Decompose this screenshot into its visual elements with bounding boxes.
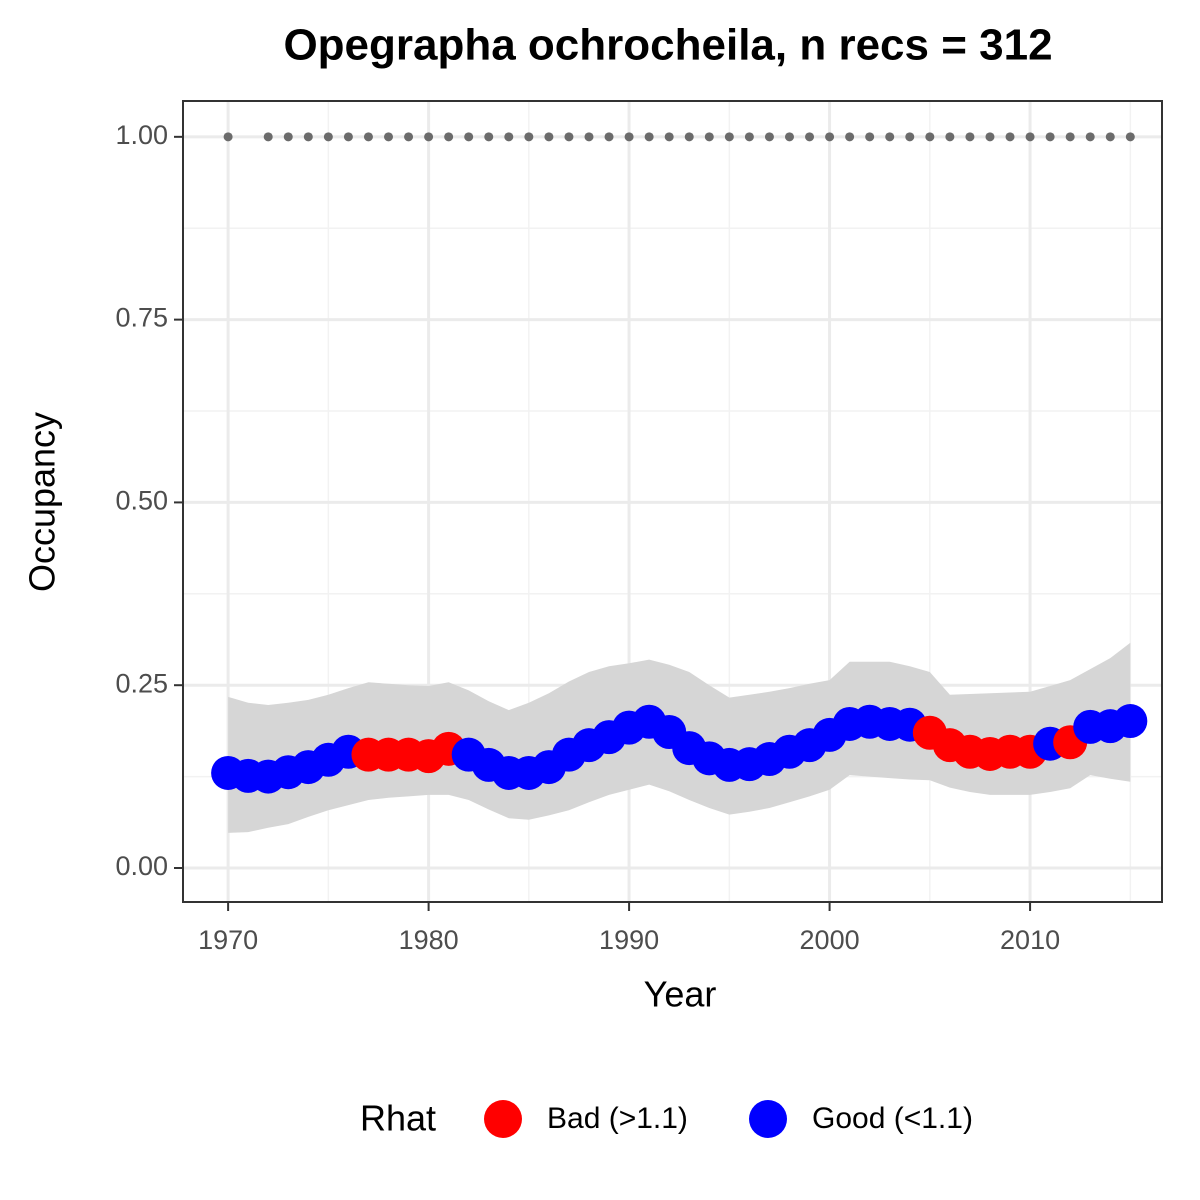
reference-point xyxy=(1065,132,1075,142)
reference-point xyxy=(484,132,494,142)
reference-point xyxy=(724,132,734,142)
reference-point xyxy=(825,132,835,142)
y-tick-label: 0.75 xyxy=(115,303,168,333)
x-axis-title: Year xyxy=(644,974,717,1015)
reference-point xyxy=(564,132,574,142)
reference-point xyxy=(1105,132,1115,142)
y-tick-label: 0.00 xyxy=(115,851,168,881)
legend-label: Good (<1.1) xyxy=(812,1102,973,1135)
reference-point xyxy=(464,132,474,142)
reference-point xyxy=(404,132,414,142)
reference-point xyxy=(985,132,995,142)
reference-point xyxy=(323,132,333,142)
reference-point xyxy=(504,132,514,142)
reference-point xyxy=(704,132,714,142)
reference-point xyxy=(263,132,273,142)
y-tick-label: 0.50 xyxy=(115,486,168,516)
x-tick-label: 2010 xyxy=(1000,925,1060,955)
reference-point xyxy=(965,132,975,142)
reference-point xyxy=(624,132,634,142)
reference-point xyxy=(1125,132,1135,142)
reference-point xyxy=(604,132,614,142)
y-axis-title: Occupancy xyxy=(22,412,63,592)
reference-point xyxy=(584,132,594,142)
reference-point xyxy=(363,132,373,142)
reference-point xyxy=(223,132,233,142)
legend-swatch xyxy=(749,1100,787,1138)
reference-point xyxy=(905,132,915,142)
reference-point xyxy=(805,132,815,142)
reference-point xyxy=(303,132,313,142)
reference-point xyxy=(865,132,875,142)
reference-point xyxy=(684,132,694,142)
reference-point xyxy=(444,132,454,142)
y-tick-label: 0.25 xyxy=(115,668,168,698)
reference-point xyxy=(845,132,855,142)
reference-point xyxy=(384,132,394,142)
x-tick-label: 1970 xyxy=(198,925,258,955)
x-tick-label: 1990 xyxy=(599,925,659,955)
reference-point xyxy=(524,132,534,142)
legend-swatch xyxy=(484,1100,522,1138)
chart-title: Opegrapha ochrocheila, n recs = 312 xyxy=(283,21,1052,70)
reference-point xyxy=(424,132,434,142)
reference-point xyxy=(644,132,654,142)
reference-point xyxy=(945,132,955,142)
reference-point xyxy=(744,132,754,142)
reference-point xyxy=(1025,132,1035,142)
reference-point xyxy=(544,132,554,142)
reference-point xyxy=(283,132,293,142)
x-tick-label: 2000 xyxy=(800,925,860,955)
reference-point xyxy=(1005,132,1015,142)
y-tick-label: 1.00 xyxy=(115,120,168,150)
x-tick-label: 1980 xyxy=(399,925,459,955)
reference-point xyxy=(764,132,774,142)
reference-point xyxy=(784,132,794,142)
point xyxy=(1113,704,1148,739)
reference-point xyxy=(343,132,353,142)
legend-label: Bad (>1.1) xyxy=(547,1102,688,1135)
reference-point xyxy=(1085,132,1095,142)
reference-point xyxy=(885,132,895,142)
legend-title: Rhat xyxy=(360,1098,436,1139)
reference-point xyxy=(1045,132,1055,142)
reference-point xyxy=(664,132,674,142)
reference-point xyxy=(925,132,935,142)
